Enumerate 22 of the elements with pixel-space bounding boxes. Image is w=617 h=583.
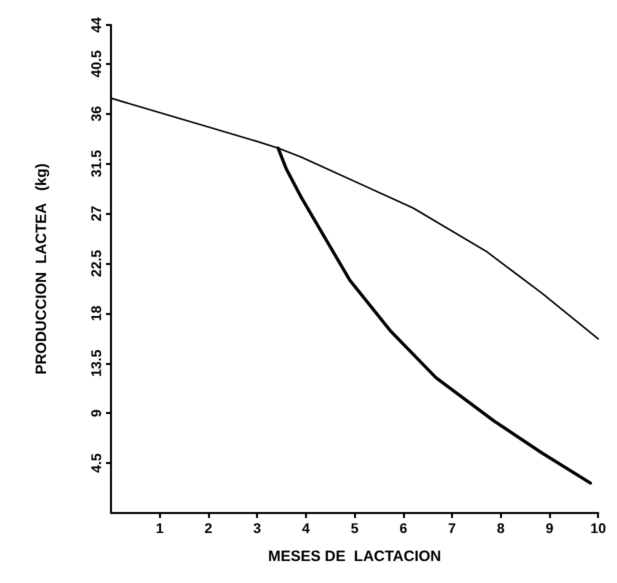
- y-axis-title: PRODUCCION LACTEA (kg): [33, 163, 50, 375]
- y-tick-label: 9: [88, 409, 104, 418]
- y-tick-label: 40.5: [88, 50, 104, 78]
- y-tick-label: 27: [88, 206, 104, 222]
- x-tick-label: 6: [399, 520, 408, 536]
- y-tick-label: 22.5: [88, 250, 104, 278]
- x-tick-label: 1: [156, 520, 164, 536]
- y-tick-label: 44: [88, 17, 104, 33]
- x-tick-label: 10: [590, 520, 606, 536]
- x-tick-label: 2: [204, 520, 213, 536]
- y-tick-label: 18: [88, 305, 104, 322]
- y-tick-label: 4.5: [88, 453, 104, 473]
- y-tick-label: 31.5: [88, 150, 104, 178]
- x-tick-label: 9: [546, 520, 554, 536]
- y-tick-label: 36: [88, 106, 104, 122]
- x-axis-title: MESES DE LACTACION: [268, 548, 442, 565]
- x-tick-label: 4: [302, 520, 310, 536]
- x-tick-label: 5: [350, 520, 359, 536]
- y-tick-label: 13.5: [88, 349, 104, 377]
- x-tick-label: 3: [253, 520, 262, 536]
- x-tick-label: 8: [496, 520, 505, 536]
- x-tick-label: 7: [448, 520, 456, 536]
